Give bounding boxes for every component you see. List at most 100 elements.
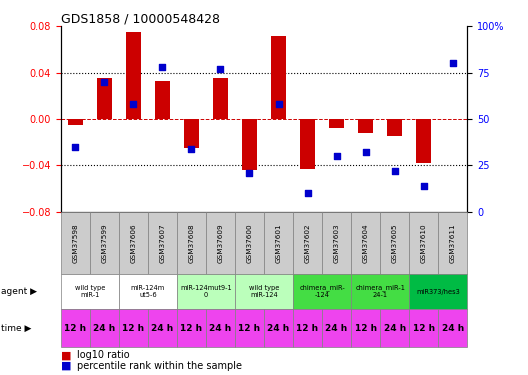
Text: agent ▶: agent ▶ <box>1 287 37 296</box>
Text: 12 h: 12 h <box>64 324 86 333</box>
Bar <box>61 274 119 309</box>
Bar <box>90 212 119 274</box>
Bar <box>235 212 264 274</box>
Text: chimera_miR-
-124: chimera_miR- -124 <box>299 285 345 298</box>
Text: 12 h: 12 h <box>413 324 435 333</box>
Bar <box>293 212 322 274</box>
Text: 24 h: 24 h <box>267 324 290 333</box>
Text: GSM37601: GSM37601 <box>276 223 281 262</box>
Bar <box>126 32 140 119</box>
Bar <box>409 309 438 347</box>
Text: 24 h: 24 h <box>441 324 464 333</box>
Bar <box>438 309 467 347</box>
Bar <box>97 78 111 119</box>
Text: GSM37600: GSM37600 <box>247 223 252 262</box>
Bar <box>380 212 409 274</box>
Bar <box>329 119 344 128</box>
Text: 24 h: 24 h <box>383 324 406 333</box>
Bar <box>61 309 90 347</box>
Bar <box>61 212 90 274</box>
Text: log10 ratio: log10 ratio <box>77 351 129 360</box>
Point <box>333 153 341 159</box>
Bar <box>300 119 315 169</box>
Text: ■: ■ <box>61 361 71 370</box>
Bar <box>264 309 293 347</box>
Bar <box>409 274 467 309</box>
Text: GSM37606: GSM37606 <box>130 223 136 262</box>
Text: miR373/hes3: miR373/hes3 <box>417 289 460 295</box>
Point <box>449 60 457 66</box>
Text: GSM37609: GSM37609 <box>218 223 223 262</box>
Bar <box>380 309 409 347</box>
Point <box>100 79 109 85</box>
Bar <box>438 212 467 274</box>
Bar <box>177 309 206 347</box>
Bar <box>155 81 169 119</box>
Text: wild type
miR-124: wild type miR-124 <box>249 285 279 298</box>
Text: 24 h: 24 h <box>151 324 174 333</box>
Bar <box>351 212 380 274</box>
Bar <box>351 274 409 309</box>
Text: miR-124mut9-1
0: miR-124mut9-1 0 <box>180 285 232 298</box>
Bar <box>148 309 177 347</box>
Text: 24 h: 24 h <box>209 324 232 333</box>
Bar <box>119 309 148 347</box>
Text: ■: ■ <box>61 351 71 360</box>
Bar <box>293 274 351 309</box>
Bar <box>271 36 286 119</box>
Bar <box>206 212 235 274</box>
Text: wild type
miR-1: wild type miR-1 <box>74 285 105 298</box>
Point <box>158 64 167 70</box>
Point <box>391 168 399 174</box>
Point <box>420 183 428 189</box>
Bar <box>68 119 82 125</box>
Text: 12 h: 12 h <box>239 324 260 333</box>
Text: GSM37603: GSM37603 <box>334 223 340 262</box>
Bar <box>213 78 228 119</box>
Text: time ▶: time ▶ <box>1 324 32 333</box>
Bar <box>417 119 431 163</box>
Text: miR-124m
ut5-6: miR-124m ut5-6 <box>131 285 165 298</box>
Bar <box>242 119 257 170</box>
Text: GSM37604: GSM37604 <box>363 223 369 262</box>
Text: GSM37611: GSM37611 <box>450 223 456 262</box>
Text: chimera_miR-1
24-1: chimera_miR-1 24-1 <box>355 285 405 298</box>
Text: 12 h: 12 h <box>355 324 376 333</box>
Bar <box>359 119 373 133</box>
Bar <box>235 274 293 309</box>
Bar <box>264 212 293 274</box>
Bar <box>119 274 177 309</box>
Bar <box>293 309 322 347</box>
Bar <box>184 119 199 148</box>
Bar <box>90 309 119 347</box>
Bar <box>388 119 402 136</box>
Text: 12 h: 12 h <box>297 324 318 333</box>
Bar <box>177 274 235 309</box>
Text: GSM37598: GSM37598 <box>72 223 78 262</box>
Text: GSM37605: GSM37605 <box>392 223 398 262</box>
Point <box>303 190 312 196</box>
Bar <box>322 309 351 347</box>
Text: 24 h: 24 h <box>325 324 348 333</box>
Text: GSM37608: GSM37608 <box>188 223 194 262</box>
Bar <box>235 309 264 347</box>
Point <box>275 101 283 107</box>
Text: GSM37599: GSM37599 <box>101 223 107 262</box>
Point <box>245 170 254 176</box>
Text: 24 h: 24 h <box>93 324 116 333</box>
Point <box>361 150 370 156</box>
Bar <box>119 212 148 274</box>
Bar <box>177 212 206 274</box>
Point <box>71 144 80 150</box>
Text: GSM37610: GSM37610 <box>421 223 427 262</box>
Bar <box>206 309 235 347</box>
Text: GSM37602: GSM37602 <box>305 223 310 262</box>
Bar <box>351 309 380 347</box>
Bar <box>322 212 351 274</box>
Point <box>187 146 196 152</box>
Text: 12 h: 12 h <box>122 324 144 333</box>
Bar <box>409 212 438 274</box>
Text: GSM37607: GSM37607 <box>159 223 165 262</box>
Bar <box>148 212 177 274</box>
Point <box>216 66 225 72</box>
